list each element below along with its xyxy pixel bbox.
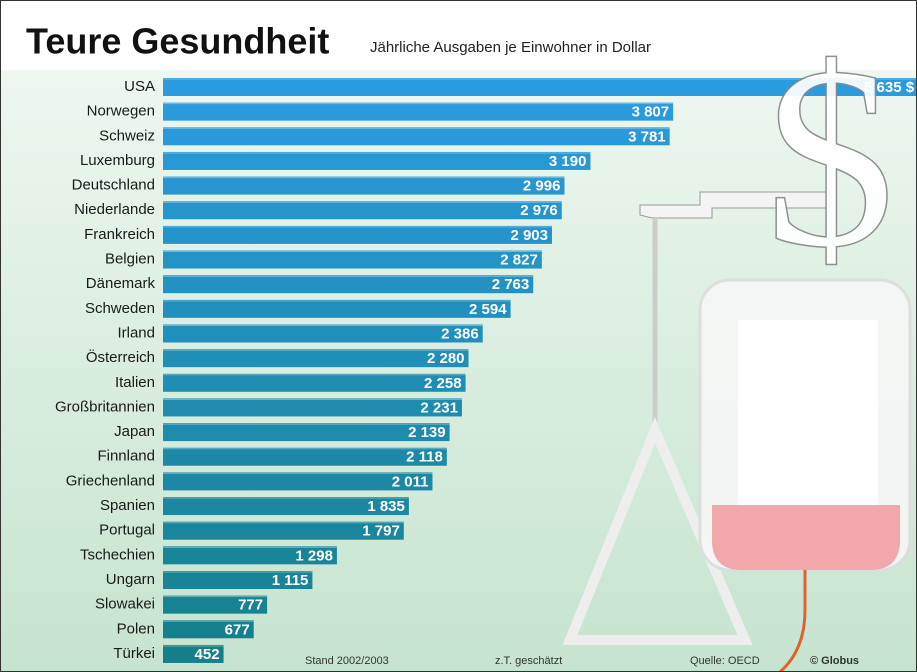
chart-title: Teure Gesundheit [26,21,329,62]
value-label: 2 139 [408,424,446,441]
category-label: Japan [114,423,155,440]
category-label: Dänemark [86,275,156,292]
value-label: 2 976 [520,202,558,219]
value-label: 2 011 [392,473,429,490]
value-label: 2 763 [492,276,530,293]
category-label: Frankreich [84,226,155,243]
category-label: Ungarn [106,571,155,588]
category-label: Finnland [97,448,155,465]
value-label: 1 797 [362,523,400,540]
category-label: Luxemburg [80,152,155,169]
bar [163,398,462,416]
category-label: Türkei [113,645,155,662]
category-label: Tschechien [80,546,155,563]
value-label: 1 298 [295,547,333,564]
bar [163,226,552,244]
category-label: Polen [117,620,155,637]
bar [163,201,562,219]
value-label: 1 115 [272,572,309,589]
category-label: Niederlande [74,201,155,218]
category-label: Deutschland [72,177,155,194]
value-label: 3 807 [632,104,670,121]
dollar-sign: $ [765,14,895,302]
category-label: Belgien [105,251,155,268]
value-label: 452 [195,646,220,663]
bar [163,423,450,441]
category-label: Slowakei [95,596,155,613]
category-label: Irland [117,324,155,341]
bar [163,448,447,466]
bar [163,300,511,318]
category-label: Norwegen [87,103,155,120]
bar [163,152,590,170]
category-label: Großbritannien [55,398,155,415]
category-label: Österreich [86,348,155,366]
value-label: 3 781 [628,128,666,145]
bar [163,103,673,121]
category-label: Griechenland [66,472,155,489]
value-label: 777 [238,597,263,614]
bar [163,251,542,269]
bar [163,325,483,343]
value-label: 2 258 [424,375,462,392]
value-label: 2 903 [510,227,548,244]
footer-stand: Stand 2002/2003 [305,655,389,667]
value-label: 2 386 [441,325,479,342]
value-label: 1 835 [367,498,405,515]
chart-subtitle: Jährliche Ausgaben je Einwohner in Dolla… [370,39,651,56]
value-label: 2 280 [427,350,465,367]
value-label: 677 [225,621,250,638]
bar [163,275,533,293]
bar [163,127,670,145]
value-label: 2 996 [523,178,561,195]
bar [163,374,466,392]
category-label: Schweden [85,300,155,317]
bar [163,349,469,367]
value-label: 3 190 [549,153,587,170]
category-label: USA [124,78,155,95]
value-label: 2 231 [420,399,458,416]
footer-source: Quelle: OECD [690,655,760,667]
category-label: Schweiz [99,127,155,144]
category-label: Portugal [99,522,155,539]
bar [163,177,564,195]
category-label: Spanien [100,497,155,514]
value-label: 2 594 [469,301,507,318]
chart: Teure Gesundheit Jährliche Ausgaben je E… [0,0,917,672]
footer-credit: © Globus [810,655,859,667]
category-label: Italien [115,374,155,391]
footer-note: z.T. geschätzt [495,655,562,667]
value-label: 2 118 [406,449,443,466]
value-label: 2 827 [500,252,538,269]
